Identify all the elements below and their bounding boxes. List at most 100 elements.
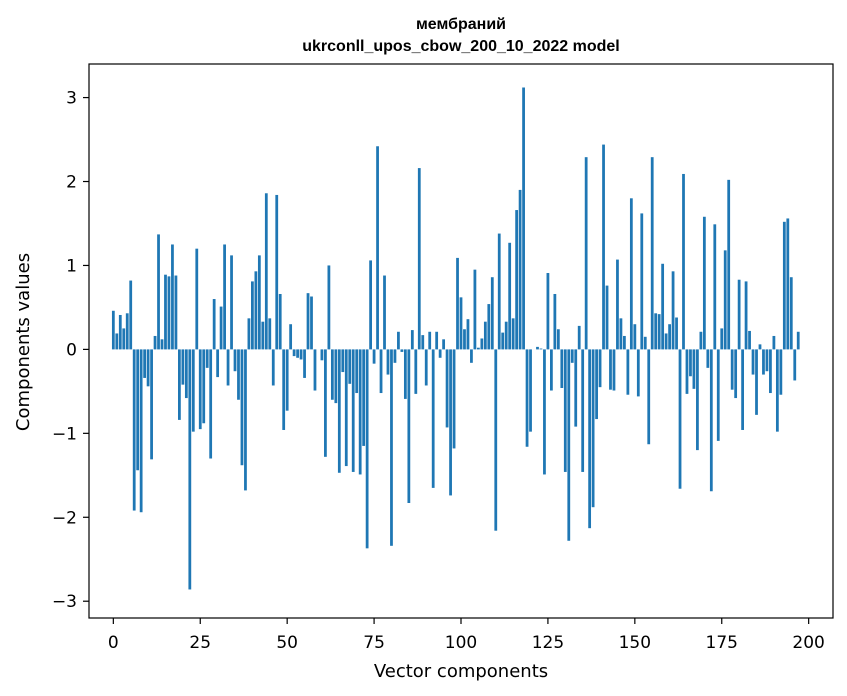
bar: [136, 349, 140, 471]
bar: [668, 324, 671, 350]
bar: [734, 349, 738, 399]
bar: [476, 347, 480, 350]
bar: [633, 324, 637, 350]
bar: [713, 224, 717, 350]
bar: [730, 349, 734, 390]
bar: [410, 330, 414, 350]
bar: [602, 144, 605, 350]
bar: [167, 276, 171, 350]
bar: [470, 349, 473, 363]
bar: [518, 189, 522, 350]
bar: [178, 349, 181, 420]
bar: [671, 271, 675, 350]
bar: [233, 349, 237, 372]
x-tick-label: 150: [619, 633, 651, 653]
y-tick-label: 3: [66, 89, 77, 109]
bar: [692, 349, 696, 389]
chart-subtitle: ukrconll_upos_cbow_200_10_2022 model: [302, 38, 619, 55]
bar: [463, 329, 466, 350]
bar: [619, 318, 623, 350]
bar: [657, 314, 661, 350]
bar: [706, 349, 710, 368]
bar: [529, 349, 532, 432]
bar: [237, 349, 240, 400]
bar: [605, 285, 609, 350]
bar: [216, 349, 220, 378]
bar: [386, 349, 390, 375]
bar: [348, 349, 352, 384]
bar: [796, 331, 800, 350]
bar: [379, 349, 383, 394]
bar: [456, 257, 459, 350]
bar: [675, 317, 678, 350]
bar: [445, 349, 449, 428]
bar: [393, 349, 397, 363]
bar: [577, 325, 581, 350]
bar: [643, 336, 647, 350]
bar: [202, 349, 206, 424]
y-tick-label: −3: [52, 592, 77, 612]
y-tick-label: −1: [52, 424, 77, 444]
bar: [181, 349, 185, 385]
bar: [174, 275, 178, 350]
bar: [184, 349, 188, 399]
bar: [560, 349, 564, 388]
bar: [383, 275, 386, 350]
bar: [372, 349, 376, 364]
bar: [685, 349, 689, 394]
bar: [285, 349, 289, 411]
bar: [508, 242, 512, 350]
bar: [438, 349, 442, 358]
bar: [466, 319, 470, 350]
bar: [598, 349, 602, 388]
bar: [563, 349, 567, 472]
bar: [748, 330, 751, 350]
bar: [337, 349, 341, 473]
bar: [230, 255, 233, 350]
bar: [758, 344, 762, 350]
bar: [737, 279, 741, 350]
bar: [157, 234, 160, 350]
bar: [407, 349, 411, 503]
bar: [699, 331, 703, 350]
bar: [118, 314, 122, 350]
bar: [522, 87, 525, 350]
bar: [191, 349, 195, 432]
bar: [160, 339, 164, 350]
bar: [268, 318, 272, 350]
x-tick-label: 75: [363, 633, 385, 653]
bar: [397, 331, 400, 350]
x-tick-label: 100: [445, 633, 477, 653]
bar: [122, 328, 126, 350]
bar: [205, 349, 209, 368]
bar: [414, 349, 418, 394]
bar: [271, 349, 275, 386]
bar: [240, 349, 244, 466]
bar: [358, 349, 362, 475]
bar: [254, 271, 258, 350]
bar: [473, 269, 477, 350]
bar: [525, 349, 529, 447]
bar: [664, 333, 668, 350]
x-tick-label: 0: [108, 633, 119, 653]
bar: [556, 329, 560, 350]
bar: [244, 349, 247, 491]
bar: [567, 349, 571, 541]
bar: [344, 349, 348, 467]
bar: [153, 335, 157, 350]
x-tick-label: 200: [792, 633, 824, 653]
bar: [612, 349, 616, 391]
bar: [275, 194, 279, 350]
bar: [292, 349, 296, 357]
y-tick-label: 2: [66, 173, 77, 193]
bar: [588, 349, 592, 529]
y-tick-label: −2: [52, 508, 77, 528]
bar: [257, 255, 261, 350]
bar: [452, 349, 456, 449]
bar: [696, 349, 699, 451]
bar: [310, 296, 313, 350]
bar: [570, 349, 574, 363]
bar: [115, 333, 119, 350]
bar: [574, 349, 578, 427]
